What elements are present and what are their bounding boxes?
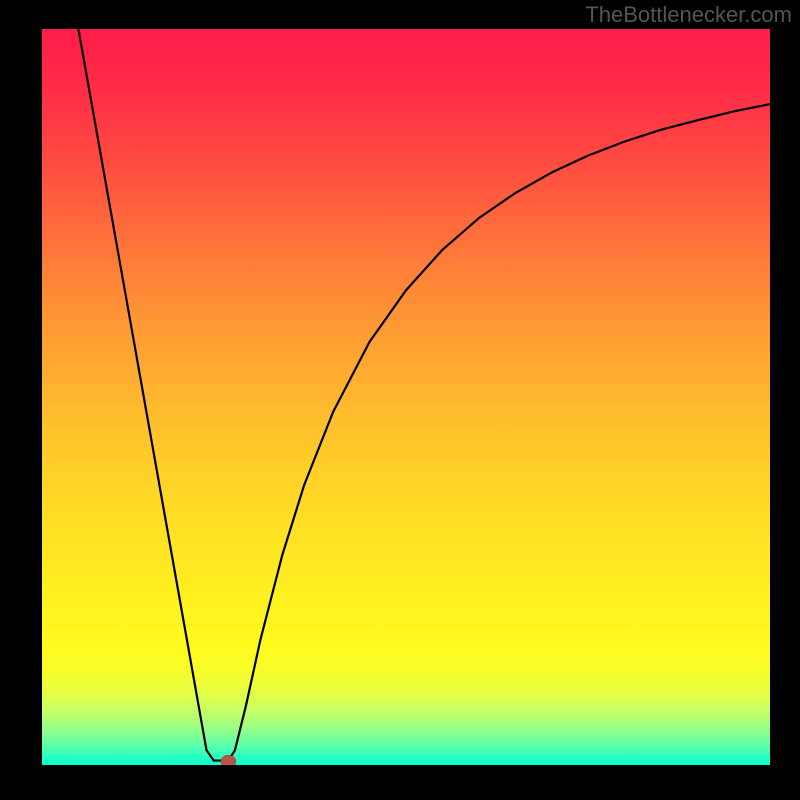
plot-area bbox=[42, 29, 770, 765]
optimum-marker bbox=[221, 755, 236, 765]
gradient-background bbox=[42, 29, 770, 765]
watermark-text: TheBottlenecker.com bbox=[585, 2, 792, 28]
chart-frame: TheBottlenecker.com bbox=[0, 0, 800, 800]
plot-svg bbox=[42, 29, 770, 765]
